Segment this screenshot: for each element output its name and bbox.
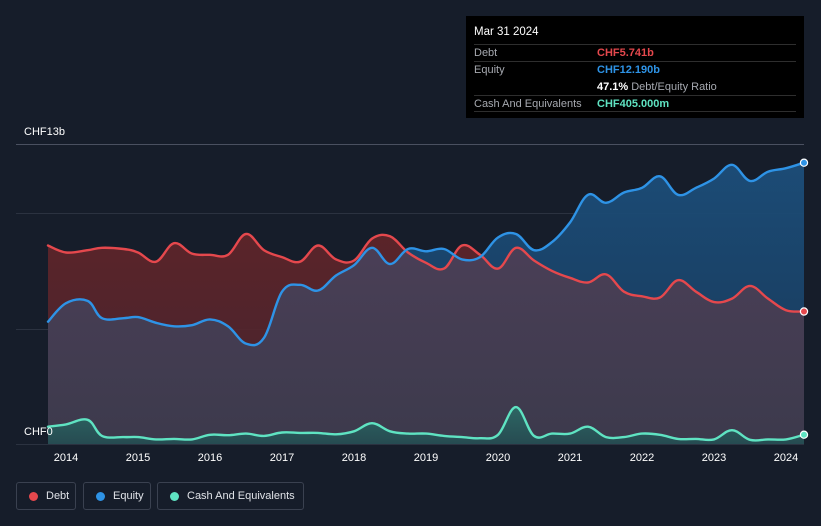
tooltip-row-ratio: 47.1% Debt/Equity Ratio [474, 78, 796, 95]
legend-item-cash[interactable]: Cash And Equivalents [157, 482, 304, 510]
tooltip-row-debt: Debt CHF5.741b [474, 44, 796, 61]
tooltip-row-equity: Equity CHF12.190b [474, 61, 796, 78]
legend-equity-label: Equity [113, 490, 144, 502]
tooltip-panel: Mar 31 2024 Debt CHF5.741b Equity CHF12.… [466, 16, 804, 118]
x-tick-label: 2019 [414, 452, 438, 464]
equity-end-marker [799, 158, 809, 167]
area-fills [48, 162, 804, 444]
legend-cash-label: Cash And Equivalents [187, 490, 295, 502]
tooltip-equity-value: CHF12.190b [597, 64, 660, 76]
x-axis-ticks: 2014 2015 2016 2017 2018 2019 2020 2021 2022 2023… [54, 452, 798, 464]
x-tick-label: 2024 [774, 452, 798, 464]
tooltip-ratio-label: Debt/Equity Ratio [631, 80, 717, 93]
tooltip-ratio-value: 47.1% [597, 80, 629, 93]
legend-item-debt[interactable]: Debt [16, 482, 76, 510]
debt-line [46, 232, 806, 313]
tooltip-cash-label: Cash And Equivalents [474, 97, 582, 110]
tooltip-debt-value: CHF5.741b [597, 47, 654, 59]
y-axis-top-label: CHF13b [24, 126, 65, 138]
x-tick-label: 2014 [54, 452, 78, 464]
tooltip-equity-label: Equity [474, 64, 505, 76]
tooltip-cash-value: CHF405.000m [597, 97, 670, 110]
equity-legend-dot-icon [96, 491, 105, 501]
x-tick-label: 2015 [126, 452, 150, 464]
y-axis-bottom-label: CHF0 [24, 426, 53, 438]
cash-end-marker [799, 430, 809, 439]
debt-legend-dot-icon [29, 491, 38, 501]
tooltip-debt-label: Debt [474, 47, 498, 59]
legend-debt-label: Debt [46, 490, 70, 502]
cash-line [46, 405, 806, 442]
end-markers [799, 158, 809, 439]
x-tick-label: 2023 [702, 452, 726, 464]
x-tick-label: 2017 [270, 452, 294, 464]
cash-legend-dot-icon [170, 491, 179, 501]
x-tick-label: 2022 [630, 452, 654, 464]
x-tick-label: 2018 [342, 452, 366, 464]
legend-item-equity[interactable]: Equity [83, 482, 151, 510]
tooltip-date: Mar 31 2024 [474, 26, 539, 38]
debt-end-marker [799, 307, 809, 316]
x-tick-label: 2021 [558, 452, 582, 464]
x-tick-label: 2020 [486, 452, 510, 464]
tooltip-row-cash: Cash And Equivalents CHF405.000m [474, 95, 796, 112]
series-lines [46, 161, 806, 442]
equity-line [46, 161, 806, 347]
x-tick-label: 2016 [198, 452, 222, 464]
